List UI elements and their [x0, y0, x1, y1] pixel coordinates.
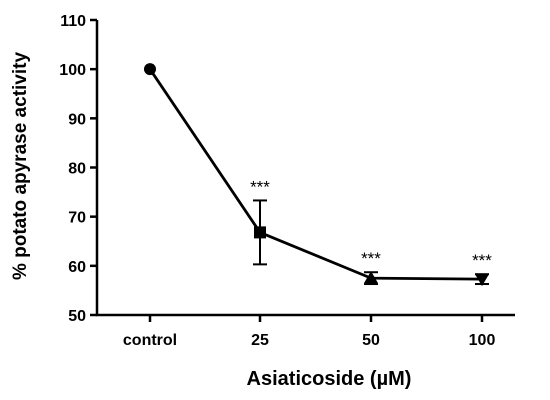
data-point-triangle-up	[364, 271, 378, 284]
significance-label: ***	[361, 249, 381, 268]
axes	[95, 20, 515, 317]
series-line	[148, 68, 483, 281]
data-point-circle	[144, 63, 156, 76]
x-ticks: control 25 50 100	[123, 315, 496, 349]
x-axis-label: Asiaticoside (µM)	[247, 368, 412, 390]
y-axis-label: % potato apyrase activity	[10, 52, 31, 281]
y-tick-label: 100	[59, 62, 86, 79]
y-tick-label: 60	[68, 259, 86, 276]
x-tick-label: 100	[469, 332, 496, 349]
y-tick-label: 70	[68, 210, 86, 227]
y-tick-label: 80	[68, 161, 86, 178]
x-tick-label: control	[123, 332, 177, 349]
data-point-triangle-down	[475, 274, 489, 287]
y-tick-label: 90	[68, 111, 86, 128]
data-point-square	[254, 226, 266, 239]
significance-label: ***	[472, 251, 492, 270]
x-tick-label: 50	[362, 332, 380, 349]
annotations: *** *** ***	[250, 177, 492, 270]
y-tick-label: 110	[60, 13, 86, 30]
series	[144, 63, 489, 287]
y-ticks: 50 60 70 80 90 100 110	[59, 13, 97, 325]
x-tick-label: 25	[251, 332, 269, 349]
y-tick-label: 50	[68, 308, 86, 325]
significance-label: ***	[250, 177, 270, 196]
